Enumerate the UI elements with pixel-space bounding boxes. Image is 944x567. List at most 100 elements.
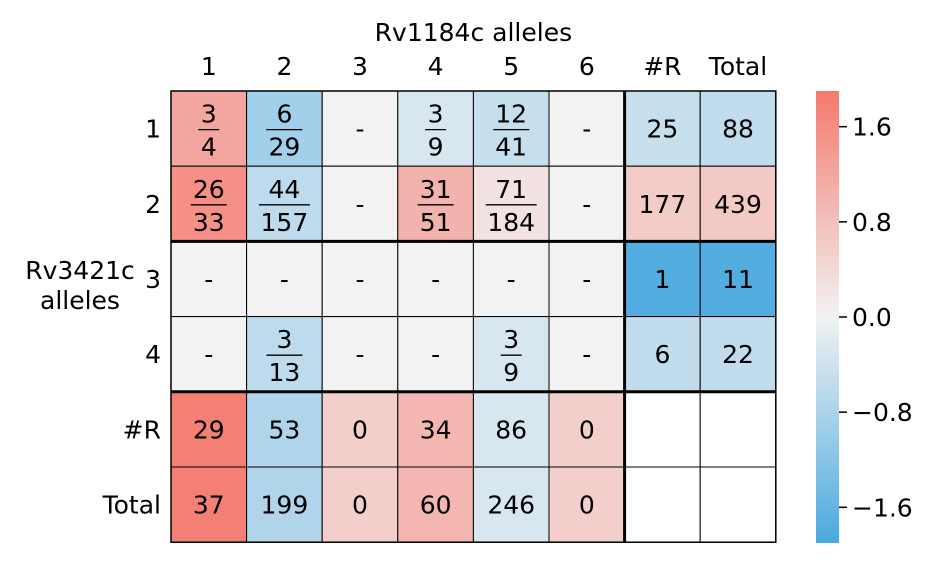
heatmap-cell <box>397 466 474 543</box>
x-axis-title: Rv1184c alleles <box>375 18 572 47</box>
x-tick-label: 1 <box>201 52 217 81</box>
y-tick-label: #R <box>123 415 161 444</box>
cell-value: - <box>280 265 289 294</box>
cell-value: 88 <box>722 115 754 144</box>
cell-denominator: 184 <box>487 208 535 237</box>
cell-numerator: 26 <box>193 175 225 204</box>
heatmap-cell <box>472 165 550 242</box>
heatmap-cell <box>246 316 323 393</box>
colorbar: 1.6 0.8 0.0 −0.8 −1.6 <box>816 91 913 543</box>
heatmap-cell <box>246 90 323 167</box>
cell-numerator: 31 <box>420 175 452 204</box>
cell-denominator: 13 <box>268 358 300 387</box>
x-tick-label: 2 <box>276 52 292 81</box>
cell-denominator: 9 <box>428 133 444 162</box>
y-tick-label: 1 <box>145 115 161 144</box>
heatmap-cell <box>321 316 399 393</box>
heatmap-cell <box>548 90 626 167</box>
x-tick-label: #R <box>643 52 681 81</box>
cell-value: 199 <box>261 491 309 520</box>
heatmap-cell <box>699 391 777 468</box>
x-tick-label: 4 <box>428 52 444 81</box>
heatmap-cell <box>246 165 323 242</box>
cell-value: - <box>582 190 591 219</box>
grid-dividers <box>170 90 777 543</box>
heatmap-cell <box>472 391 550 468</box>
cell-value: - <box>355 340 364 369</box>
heatmap-cell <box>472 240 550 318</box>
heatmap-cell <box>321 90 399 167</box>
heatmap-cell <box>624 391 701 468</box>
heatmap-cell <box>699 466 777 543</box>
heatmap-cell <box>397 316 474 393</box>
x-tick-label: 5 <box>503 52 519 81</box>
colorbar-tick-label: 0.8 <box>852 208 892 237</box>
heatmap-cell <box>397 240 474 318</box>
heatmap-cell <box>321 240 399 318</box>
y-tick-labels: 1 2 3 4 #R Total <box>102 115 161 520</box>
cell-denominator: 157 <box>261 208 309 237</box>
heatmap-cell <box>170 90 248 167</box>
x-tick-label: 6 <box>579 52 595 81</box>
heatmap-cell <box>624 466 701 543</box>
cell-value: 29 <box>193 415 225 444</box>
colorbar-gradient <box>816 91 839 543</box>
cell-value: - <box>355 190 364 219</box>
cell-value: 86 <box>495 415 527 444</box>
heatmap-cell <box>170 316 248 393</box>
cell-value: 37 <box>193 491 225 520</box>
y-tick-label: 4 <box>145 340 161 369</box>
cell-value: - <box>355 115 364 144</box>
cell-numerator: 3 <box>428 100 444 129</box>
cell-denominator: 33 <box>193 208 225 237</box>
cell-denominator: 29 <box>268 133 300 162</box>
x-tick-labels: 1 2 3 4 5 6 #R Total <box>201 52 767 81</box>
cell-value: - <box>582 340 591 369</box>
cell-numerator: 3 <box>503 325 519 354</box>
cell-value: 6 <box>654 340 670 369</box>
cell-denominator: 4 <box>201 133 217 162</box>
colorbar-tick-label: −0.8 <box>852 398 913 427</box>
cell-value: 0 <box>352 415 368 444</box>
heatmap-cell <box>624 240 701 318</box>
cell-value: 0 <box>352 491 368 520</box>
heatmap-cell <box>321 165 399 242</box>
heatmap-cell <box>170 240 248 318</box>
cell-denominator: 51 <box>420 208 452 237</box>
heatmap-cell <box>170 165 248 242</box>
y-tick-label: 2 <box>145 190 161 219</box>
colorbar-tick-label: 1.6 <box>852 113 892 142</box>
cell-value: 177 <box>639 190 687 219</box>
y-tick-label: Total <box>102 491 161 520</box>
y-axis-title-text: Rv3421c alleles <box>25 256 135 315</box>
grid-border <box>170 90 777 543</box>
x-tick-label: Total <box>708 52 767 81</box>
cell-value: - <box>204 265 213 294</box>
heatmap-cell <box>246 466 323 543</box>
heatmap-cell <box>548 466 626 543</box>
cell-value: 246 <box>487 491 535 520</box>
heatmap-cell <box>624 165 701 242</box>
cell-numerator: 71 <box>495 175 527 204</box>
cell-value: - <box>582 265 591 294</box>
cell-value: - <box>431 265 440 294</box>
heatmap-cell <box>397 90 474 167</box>
colorbar-tick-label: −1.6 <box>852 493 913 522</box>
heatmap-cell <box>548 165 626 242</box>
cell-denominator: 9 <box>503 358 519 387</box>
heatmap-cell <box>397 165 474 242</box>
cell-value: 34 <box>420 415 452 444</box>
cell-numerator: 6 <box>276 100 292 129</box>
colorbar-tick-label: 0.0 <box>852 303 892 332</box>
cell-denominator: 41 <box>495 133 527 162</box>
cell-value: 11 <box>722 265 754 294</box>
y-tick-label: 3 <box>145 265 161 294</box>
cell-value: 0 <box>579 415 595 444</box>
cell-value: - <box>355 265 364 294</box>
x-tick-label: 3 <box>352 52 368 81</box>
cell-value: - <box>582 115 591 144</box>
heatmap-cell <box>472 466 550 543</box>
cell-numerator: 3 <box>201 100 217 129</box>
